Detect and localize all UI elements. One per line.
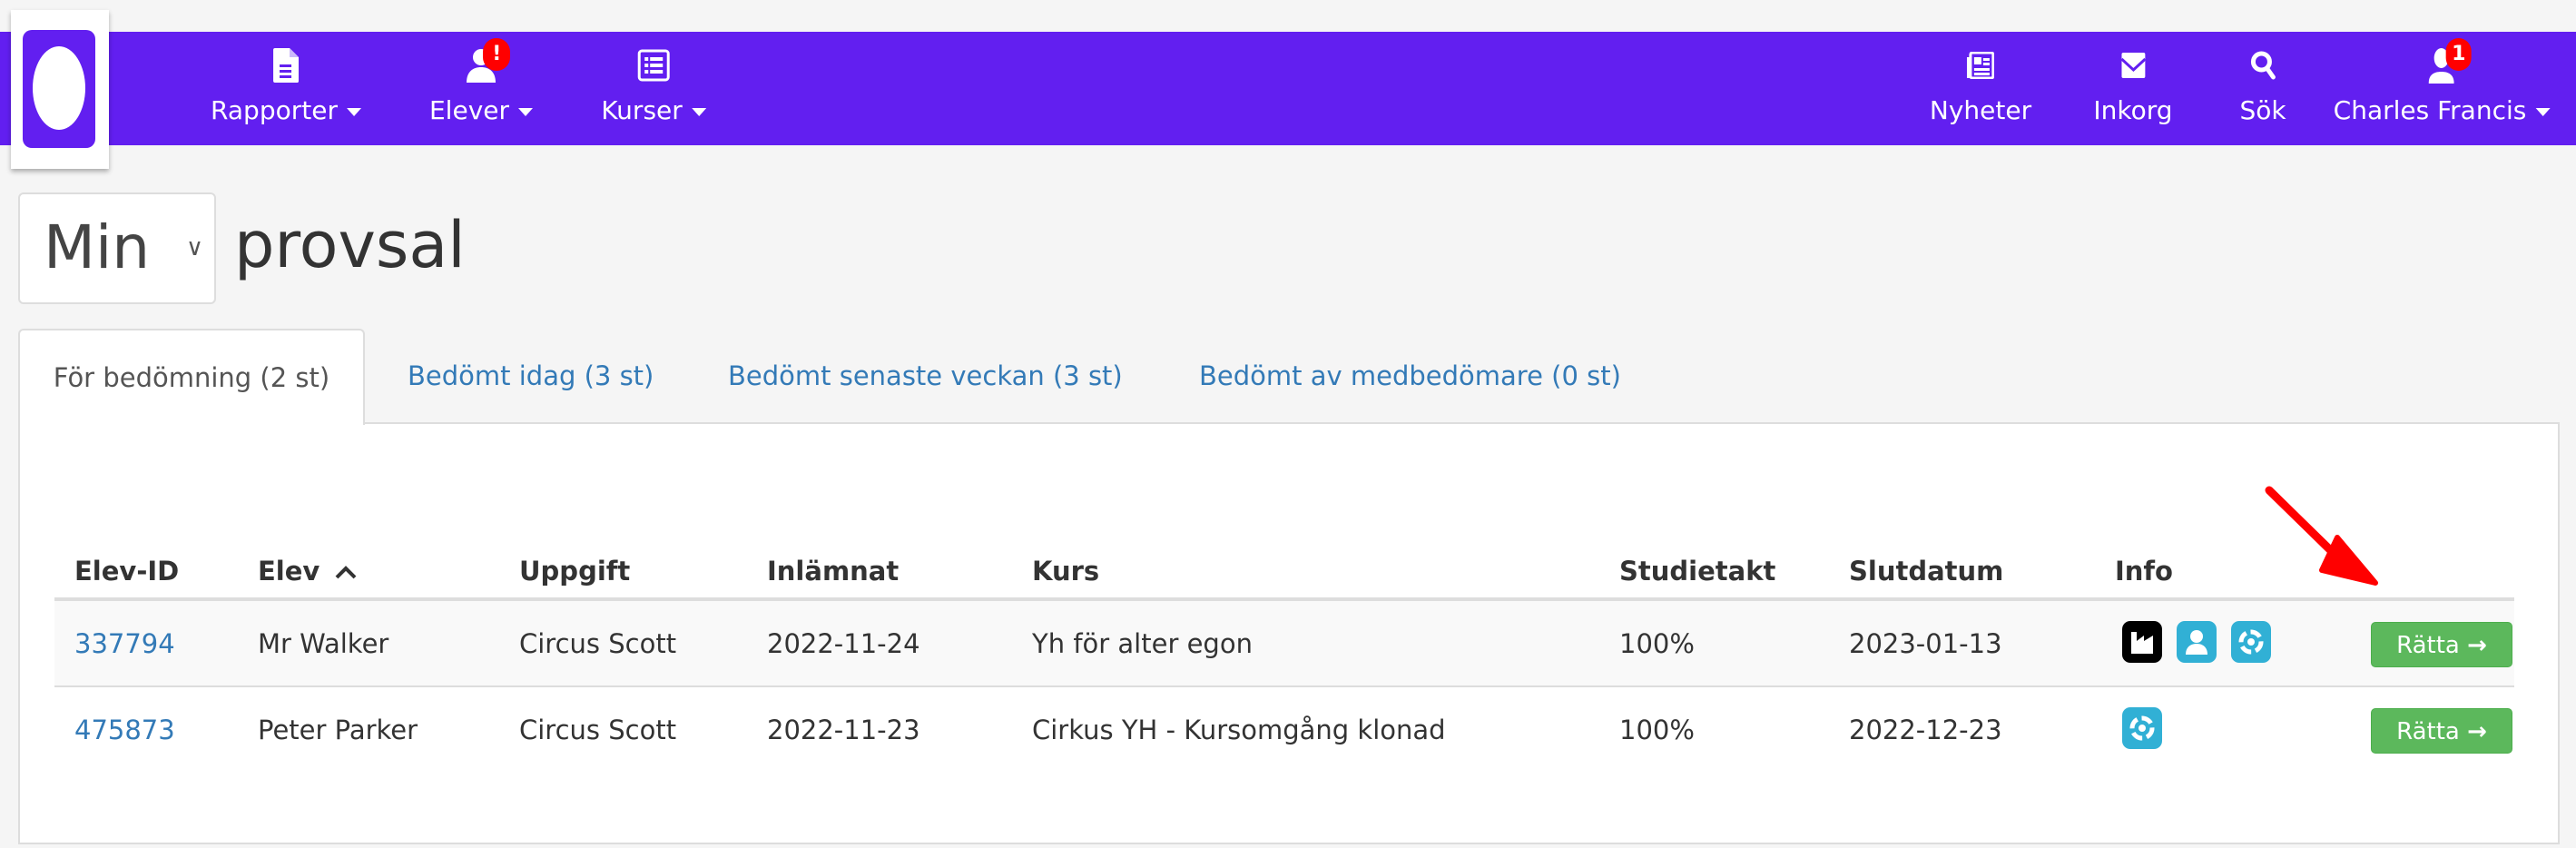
page-title: provsal: [234, 208, 466, 282]
assignment: Circus Scott: [519, 715, 677, 745]
nav-rapporter[interactable]: Rapporter: [211, 32, 361, 145]
end-date: 2023-01-13: [1849, 628, 2002, 659]
course: Yh för alter egon: [1032, 628, 1253, 659]
student-name: Peter Parker: [258, 715, 418, 745]
col-elev-id[interactable]: Elev-ID: [74, 556, 180, 587]
ratta-button[interactable]: Rätta →: [2371, 622, 2512, 667]
lifebuoy-icon[interactable]: [2122, 707, 2162, 749]
caret-down-icon: [518, 107, 534, 116]
arrow-right-icon: →: [2467, 718, 2487, 745]
col-inlamnat[interactable]: Inlämnat: [767, 556, 900, 587]
scope-select[interactable]: Min ∨: [18, 192, 216, 304]
top-navbar: [0, 32, 2576, 145]
alert-badge: !: [483, 38, 511, 71]
tab-for-bedomning[interactable]: För bedömning (2 st): [18, 329, 365, 425]
nav-kurser[interactable]: Kurser: [601, 32, 706, 145]
caret-down-icon: [346, 107, 361, 116]
col-info: Info: [2115, 556, 2173, 587]
table-row: 337794 Mr Walker Circus Scott 2022-11-24…: [54, 601, 2514, 687]
search-icon: [2239, 47, 2286, 84]
col-kurs[interactable]: Kurs: [1032, 556, 1100, 587]
logo[interactable]: [11, 10, 109, 169]
table-row: 475873 Peter Parker Circus Scott 2022-11…: [54, 687, 2514, 774]
user-icon: 1: [2334, 38, 2551, 84]
arrow-right-icon: →: [2467, 632, 2487, 659]
tab-bedomt-senaste-veckan[interactable]: Bedömt senaste veckan (3 st): [728, 360, 1123, 391]
table-header: Elev-ID Elev Uppgift Inlämnat Kurs Studi…: [54, 556, 2514, 601]
student-name: Mr Walker: [258, 628, 389, 659]
ratta-button[interactable]: Rätta →: [2371, 708, 2512, 754]
list-icon: [601, 47, 706, 84]
student-id-link[interactable]: 337794: [74, 628, 175, 659]
student-id-link[interactable]: 475873: [74, 715, 175, 745]
nav-elever[interactable]: ! Elever: [429, 32, 534, 145]
user-icon[interactable]: [2177, 621, 2217, 663]
notification-badge: 1: [2445, 38, 2472, 71]
tab-bedomt-idag[interactable]: Bedömt idag (3 st): [408, 360, 654, 391]
study-pace: 100%: [1619, 715, 1695, 745]
study-pace: 100%: [1619, 628, 1695, 659]
nav-nyheter[interactable]: Nyheter: [1930, 32, 2031, 145]
file-icon: [211, 47, 361, 84]
chevron-down-icon: ∨: [185, 234, 203, 261]
tab-bedomt-av-medbedomare[interactable]: Bedömt av medbedömare (0 st): [1199, 360, 1621, 391]
envelope-icon: [2093, 47, 2172, 84]
annotation-arrow-icon: [2265, 486, 2378, 586]
sort-ascending-icon: [336, 566, 357, 579]
course: Cirkus YH - Kursomgång klonad: [1032, 715, 1446, 745]
col-slutdatum[interactable]: Slutdatum: [1849, 556, 2004, 587]
col-elev[interactable]: Elev: [258, 556, 358, 587]
submitted-date: 2022-11-23: [767, 715, 920, 745]
newspaper-icon: [1930, 47, 2031, 84]
tab-panel: Elev-ID Elev Uppgift Inlämnat Kurs Studi…: [18, 422, 2560, 844]
nav-inkorg[interactable]: Inkorg: [2093, 32, 2173, 145]
caret-down-icon: [2535, 107, 2551, 116]
assignment: Circus Scott: [519, 628, 677, 659]
user-icon: !: [429, 38, 533, 84]
factory-icon[interactable]: [2122, 621, 2162, 663]
submitted-date: 2022-11-24: [767, 628, 920, 659]
end-date: 2022-12-23: [1849, 715, 2002, 745]
nav-user-menu[interactable]: 1 Charles Francis: [2334, 32, 2551, 145]
nav-sok[interactable]: Sök: [2239, 32, 2286, 145]
col-studietakt[interactable]: Studietakt: [1619, 556, 1776, 587]
caret-down-icon: [691, 107, 706, 116]
col-uppgift[interactable]: Uppgift: [519, 556, 631, 587]
lifebuoy-icon[interactable]: [2231, 621, 2271, 663]
